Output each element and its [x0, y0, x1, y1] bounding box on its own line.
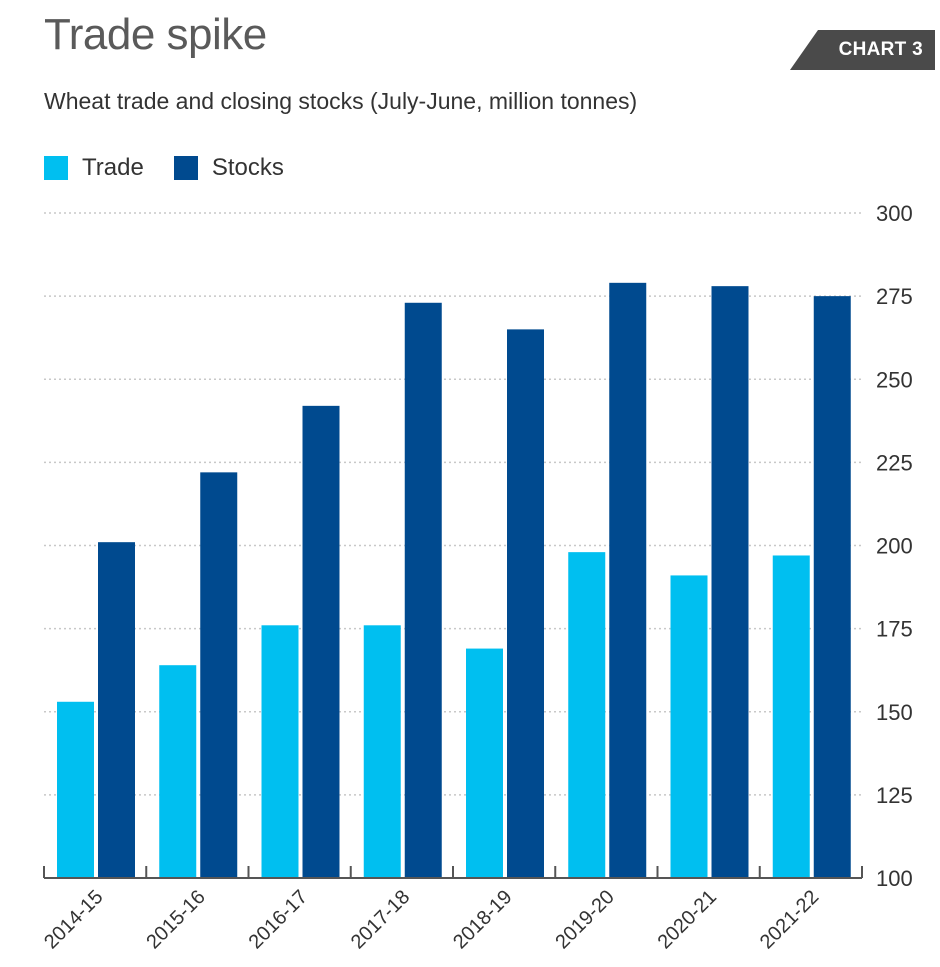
x-tick-label: 2018-19 [449, 886, 516, 953]
chart-number-badge: CHART 3 [790, 30, 935, 70]
bar-stocks-2018-19 [507, 329, 544, 878]
bar-trade-2015-16 [159, 665, 197, 878]
legend-swatch-stocks [173, 156, 198, 180]
bar-stocks-2014-15 [98, 542, 135, 878]
bar-stocks-2015-16 [200, 472, 238, 878]
y-tick-label: 125 [876, 783, 913, 808]
legend-swatch-trade [44, 156, 68, 180]
bar-stocks-2016-17 [302, 405, 340, 878]
bar-trade-2019-20 [568, 552, 606, 878]
bar-trade-2020-21 [670, 575, 708, 878]
chart-title: Trade spike [44, 10, 267, 59]
bar-stocks-2021-22 [813, 296, 851, 878]
y-tick-label: 225 [876, 450, 913, 475]
x-tick-label: 2021-22 [756, 886, 823, 953]
badge-label: CHART 3 [838, 39, 923, 60]
y-tick-label: 200 [876, 534, 913, 559]
y-tick-label: 100 [876, 866, 913, 891]
legend-label-stocks: Stocks [211, 154, 284, 181]
legend-item-stocks: Stocks [173, 154, 284, 182]
x-tick-label: 2014-15 [40, 886, 107, 953]
bar-trade-2014-15 [57, 701, 94, 878]
legend-item-trade: Trade [44, 154, 144, 182]
bar-stocks-2020-21 [711, 286, 749, 878]
badge-shape [790, 30, 935, 70]
legend-label-trade: Trade [82, 154, 144, 181]
bar-stocks-2019-20 [609, 282, 647, 878]
x-tick-label: 2019-20 [551, 886, 618, 953]
y-tick-label: 175 [876, 617, 913, 642]
x-tick-label: 2020-21 [654, 886, 721, 953]
x-tick-label: 2015-16 [142, 886, 209, 953]
bar-trade-2021-22 [772, 555, 810, 878]
bar-trade-2017-18 [363, 625, 401, 878]
y-tick-label: 150 [876, 700, 913, 725]
x-tick-label: 2016-17 [245, 886, 312, 953]
bar-trade-2016-17 [261, 625, 299, 878]
y-tick-label: 275 [876, 284, 913, 309]
y-tick-label: 250 [876, 367, 913, 392]
x-tick-label: 2017-18 [347, 886, 414, 953]
legend: Trade Stocks [44, 154, 314, 182]
bar-stocks-2017-18 [404, 302, 442, 878]
bar-trade-2018-19 [466, 648, 503, 878]
y-tick-label: 300 [876, 201, 913, 226]
chart-subtitle: Wheat trade and closing stocks (July-Jun… [44, 88, 638, 114]
